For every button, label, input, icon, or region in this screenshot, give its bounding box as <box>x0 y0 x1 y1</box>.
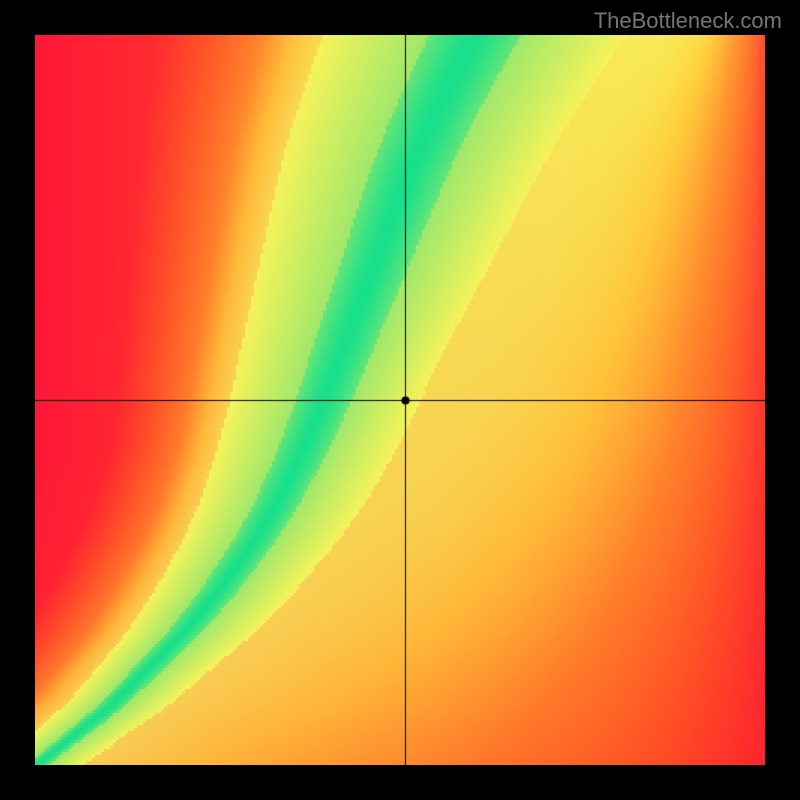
watermark-text: TheBottleneck.com <box>594 8 782 34</box>
bottleneck-heatmap <box>35 35 765 765</box>
